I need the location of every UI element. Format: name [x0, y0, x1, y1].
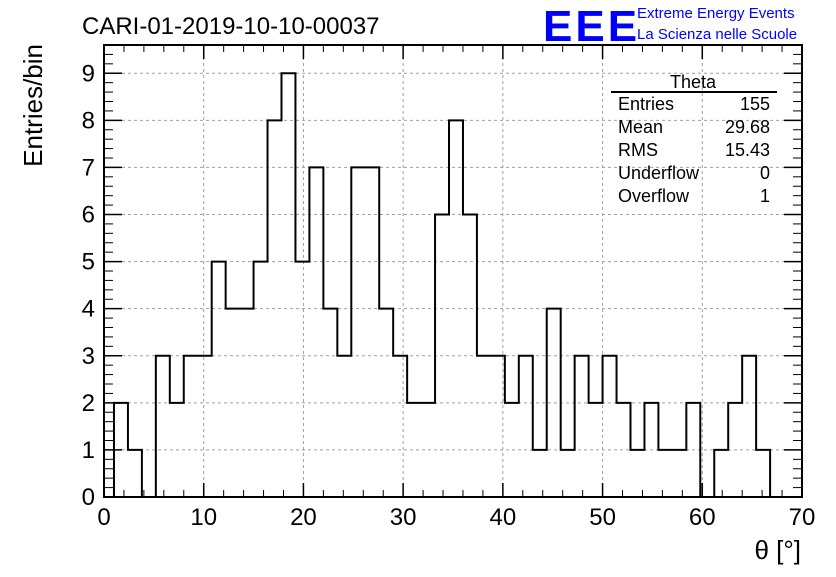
- grid-lines: [104, 45, 802, 497]
- y-tick-label: 1: [82, 437, 95, 464]
- y-tick-label: 3: [82, 343, 95, 370]
- stats-label-rms: RMS: [618, 140, 658, 160]
- x-tick-label: 50: [589, 504, 616, 531]
- y-tick-label: 2: [82, 390, 95, 417]
- stats-label-underflow: Underflow: [618, 163, 700, 183]
- y-tick-label: 5: [82, 249, 95, 276]
- stats-label-overflow: Overflow: [618, 186, 690, 206]
- x-tick-label: 30: [390, 504, 417, 531]
- y-tick-label: 0: [82, 484, 95, 511]
- y-tick-label: 4: [82, 296, 95, 323]
- logo-line-scienza: La Scienza nelle Scuole: [637, 26, 797, 43]
- stats-value-overflow: 1: [760, 186, 770, 206]
- y-axis-title: Entries/bin: [18, 44, 48, 167]
- x-tick-label: 40: [490, 504, 517, 531]
- stats-box-title: Theta: [670, 72, 717, 92]
- run-title: CARI-01-2019-10-10-00037: [82, 13, 380, 40]
- stats-value-mean: 29.68: [725, 117, 770, 137]
- x-tick-label: 0: [97, 504, 110, 531]
- x-tick-label: 60: [689, 504, 716, 531]
- y-tick-label: 8: [82, 107, 95, 134]
- histogram-bins: [112, 72, 772, 498]
- y-tick-label: 6: [82, 202, 95, 229]
- stats-value-entries: 155: [740, 94, 770, 114]
- histogram-outline: [112, 72, 772, 498]
- x-tick-label: 70: [789, 504, 816, 531]
- logo-line-extreme-energy-events: Extreme Energy Events: [637, 5, 795, 22]
- eee-logo: EEE: [543, 2, 640, 51]
- x-tick-label: 10: [190, 504, 217, 531]
- x-axis-title: θ [°]: [754, 535, 801, 565]
- stats-label-entries: Entries: [618, 94, 674, 114]
- stats-label-mean: Mean: [618, 117, 663, 137]
- stats-box: Theta Entries 155 Mean 29.68 RMS 15.43 Underfl…: [611, 72, 777, 206]
- stats-value-rms: 15.43: [725, 140, 770, 160]
- y-tick-label: 7: [82, 154, 95, 181]
- y-tick-label: 9: [82, 60, 95, 87]
- stats-value-underflow: 0: [760, 163, 770, 183]
- x-tick-label: 20: [290, 504, 317, 531]
